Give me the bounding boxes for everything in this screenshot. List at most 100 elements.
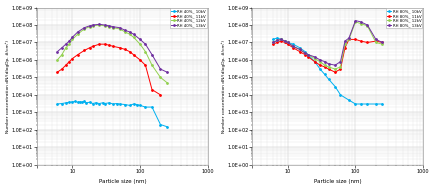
RH 40%_ 13kV: [158, 68, 163, 70]
RH 80%_ 11kV: [312, 60, 317, 63]
RH 40%_ 12kV: [55, 59, 60, 61]
RH 80%_ 10kV: [364, 103, 369, 105]
RH 80%_ 13kV: [352, 19, 357, 22]
X-axis label: Particle size (nm): Particle size (nm): [99, 179, 146, 184]
RH 80%_ 13kV: [274, 39, 279, 42]
RH 40%_ 12kV: [131, 36, 136, 38]
RH 40%_ 11kV: [137, 59, 142, 61]
RH 40%_ 11kV: [117, 47, 122, 49]
RH 40%_ 10kV: [127, 104, 132, 107]
RH 40%_ 13kV: [87, 25, 92, 27]
RH 40%_ 10kV: [114, 102, 119, 105]
RH 40%_ 13kV: [66, 40, 72, 42]
RH 40%_ 12kV: [117, 28, 122, 30]
RH 40%_ 10kV: [77, 101, 82, 103]
RH 80%_ 11kV: [358, 40, 363, 42]
RH 40%_ 12kV: [90, 25, 95, 27]
RH 80%_ 10kV: [345, 99, 351, 101]
RH 40%_ 11kV: [106, 44, 112, 46]
RH 80%_ 10kV: [372, 103, 378, 105]
RH 40%_ 13kV: [55, 51, 60, 53]
RH 40%_ 12kV: [110, 27, 115, 29]
Y-axis label: Number concentration dN/(dlogDp, #/cm³): Number concentration dN/(dlogDp, #/cm³): [6, 40, 10, 133]
RH 80%_ 10kV: [325, 78, 330, 80]
RH 40%_ 11kV: [96, 43, 102, 45]
RH 80%_ 13kV: [325, 63, 330, 65]
RH 40%_ 11kV: [69, 57, 75, 60]
RH 80%_ 13kV: [296, 48, 302, 51]
RH 80%_ 12kV: [364, 25, 369, 27]
RH 80%_ 10kV: [270, 38, 275, 40]
RH 40%_ 13kV: [82, 27, 87, 29]
RH 40%_ 13kV: [96, 23, 102, 25]
RH 40%_ 10kV: [66, 101, 72, 103]
RH 40%_ 13kV: [122, 29, 127, 31]
RH 80%_ 10kV: [278, 38, 283, 40]
RH 40%_ 11kV: [158, 94, 163, 96]
RH 40%_ 11kV: [90, 45, 95, 48]
RH 40%_ 13kV: [164, 71, 169, 73]
RH 40%_ 11kV: [59, 68, 64, 70]
RH 40%_ 12kV: [106, 26, 112, 28]
RH 40%_ 10kV: [134, 103, 139, 106]
Legend: RH 80%_ 10kV, RH 80%_ 11kV, RH 80%_ 12kV, RH 80%_ 13kV: RH 80%_ 10kV, RH 80%_ 11kV, RH 80%_ 12kV…: [385, 8, 421, 28]
X-axis label: Particle size (nm): Particle size (nm): [313, 179, 361, 184]
RH 40%_ 10kV: [87, 101, 92, 103]
RH 40%_ 12kV: [137, 43, 142, 45]
RH 80%_ 11kV: [321, 66, 326, 68]
RH 40%_ 10kV: [106, 102, 112, 104]
RH 80%_ 10kV: [332, 85, 337, 88]
RH 80%_ 13kV: [312, 56, 317, 58]
RH 80%_ 13kV: [305, 54, 310, 56]
RH 80%_ 13kV: [364, 24, 369, 26]
RH 80%_ 12kV: [281, 40, 286, 42]
RH 40%_ 11kV: [110, 45, 115, 48]
RH 40%_ 12kV: [96, 24, 102, 26]
RH 40%_ 10kV: [122, 103, 127, 106]
RH 80%_ 11kV: [325, 68, 330, 70]
RH 40%_ 11kV: [149, 89, 154, 91]
RH 40%_ 13kV: [110, 26, 115, 28]
RH 80%_ 10kV: [358, 103, 363, 105]
RH 40%_ 13kV: [137, 38, 142, 40]
RH 80%_ 11kV: [379, 41, 384, 44]
RH 80%_ 12kV: [342, 43, 347, 45]
RH 80%_ 11kV: [352, 38, 357, 40]
RH 80%_ 12kV: [274, 39, 279, 42]
RH 40%_ 11kV: [75, 54, 80, 56]
RH 80%_ 10kV: [274, 37, 279, 39]
Line: RH 40%_ 10kV: RH 40%_ 10kV: [56, 101, 168, 127]
RH 80%_ 13kV: [270, 41, 275, 44]
RH 40%_ 12kV: [158, 76, 163, 78]
RH 40%_ 10kV: [102, 102, 107, 105]
RH 40%_ 12kV: [59, 54, 64, 56]
RH 80%_ 11kV: [337, 68, 342, 70]
RH 80%_ 11kV: [342, 47, 347, 49]
RH 40%_ 10kV: [82, 100, 87, 103]
RH 40%_ 10kV: [59, 102, 64, 105]
RH 40%_ 11kV: [55, 71, 60, 73]
RH 80%_ 13kV: [372, 38, 378, 40]
RH 40%_ 12kV: [102, 25, 107, 27]
Line: RH 40%_ 13kV: RH 40%_ 13kV: [56, 24, 168, 73]
RH 80%_ 12kV: [285, 41, 290, 44]
RH 40%_ 11kV: [102, 43, 107, 45]
RH 80%_ 10kV: [281, 40, 286, 42]
RH 40%_ 10kV: [158, 123, 163, 126]
RH 80%_ 11kV: [274, 41, 279, 44]
RH 40%_ 11kV: [66, 60, 72, 63]
RH 80%_ 12kV: [372, 41, 378, 44]
RH 40%_ 10kV: [55, 103, 60, 105]
RH 40%_ 13kV: [106, 25, 112, 27]
RH 80%_ 10kV: [305, 54, 310, 56]
RH 80%_ 11kV: [317, 64, 322, 66]
RH 40%_ 12kV: [142, 51, 148, 53]
RH 40%_ 10kV: [72, 100, 78, 103]
RH 40%_ 13kV: [131, 33, 136, 35]
RH 40%_ 10kV: [117, 103, 122, 105]
RH 40%_ 11kV: [82, 49, 87, 51]
RH 80%_ 10kV: [352, 103, 357, 105]
RH 80%_ 10kV: [296, 47, 302, 49]
RH 40%_ 10kV: [90, 102, 95, 105]
RH 80%_ 13kV: [332, 64, 337, 66]
